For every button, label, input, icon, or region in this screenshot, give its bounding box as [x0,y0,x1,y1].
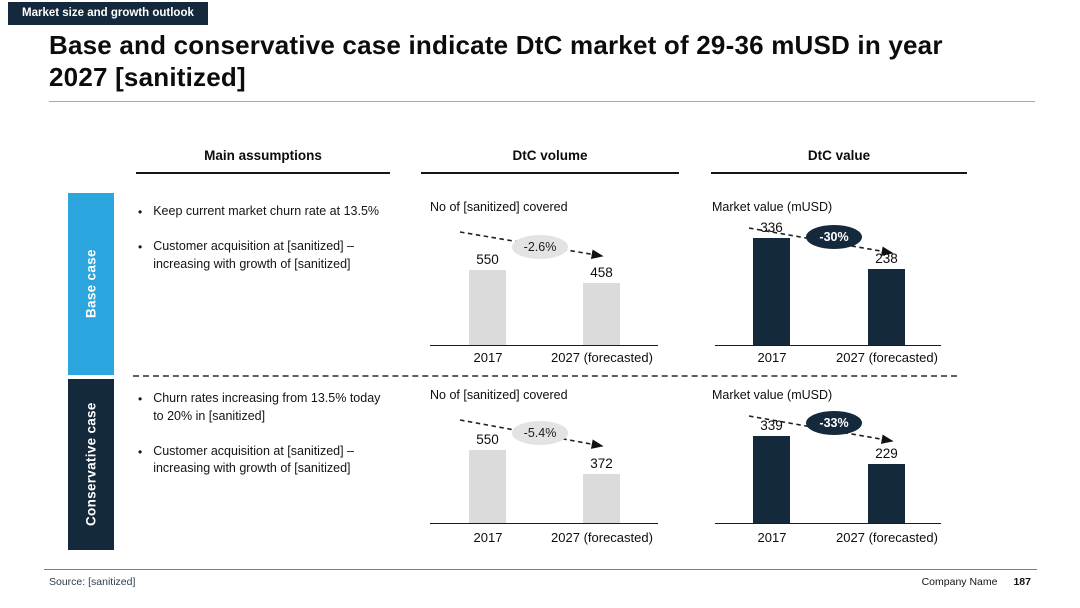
category-label: 2017 [473,530,503,545]
change-badge: -33% [806,411,862,435]
bullet-text: Customer acquisition at [sanitized] – in… [153,239,354,271]
bar-value-label: 238 [875,251,898,266]
bar-column: 372 [583,456,620,523]
title-divider [49,101,1035,102]
bullet-text: Customer acquisition at [sanitized] – in… [153,443,354,476]
bar-column: 336 [753,220,790,345]
bar-value-label: 550 [476,432,499,447]
bar-column: 458 [583,265,620,345]
bar-2017 [469,450,506,523]
footer-right: Company Name 187 [922,576,1031,588]
slide-title: Base and conservative case indicate DtC … [49,30,943,92]
column-header-dtc-volume: DtC volume [421,148,679,174]
bullet-item: • Customer acquisition at [sanitized] – … [138,238,433,274]
category-label: 2017 [757,530,787,545]
chart-subtitle: Market value (mUSD) [712,388,833,402]
bar-column: 550 [469,432,506,523]
bullet-text: Churn rates increasing from 13.5% today … [153,391,381,423]
change-badge: -30% [806,225,862,249]
bullet-marker: • [138,240,143,254]
bar-column: 229 [868,446,905,523]
bar-2017 [469,270,506,345]
chart-subtitle: Market value (mUSD) [712,200,833,214]
footer-company-name: Company Name [921,576,998,588]
column-header-dtc-value: DtC value [711,148,967,174]
bar-2027 [868,464,905,523]
assumptions-base-case: • Keep current market churn rate at 13.5… [138,203,433,291]
chart-subtitle: No of [sanitized] covered [430,200,568,214]
bullet-marker: • [138,444,143,459]
bar-2027 [583,474,620,523]
category-label: 2017 [757,350,787,365]
bullet-item: • Keep current market churn rate at 13.5… [138,203,433,221]
chart-subtitle: No of [sanitized] covered [430,388,568,402]
bullet-item: • Churn rates increasing from 13.5% toda… [138,390,433,426]
chart-conservative-dtc-volume: No of [sanitized] covered -5.4% 550 372 … [430,380,660,548]
x-axis-line [715,345,941,346]
category-label: 2027 (forecasted) [836,530,938,545]
bullet-item: • Customer acquisition at [sanitized] – … [138,443,433,479]
x-axis-line [430,523,658,524]
bar-value-label: 339 [760,418,783,433]
bar-column: 238 [868,251,905,345]
bar-value-label: 336 [760,220,783,235]
bar-2027 [583,283,620,345]
x-axis-line [430,345,658,346]
chart-base-dtc-value: Market value (mUSD) -30% 336 238 2017 20… [712,194,947,366]
footer-source: Source: [sanitized] [49,576,136,588]
bar-value-label: 229 [875,446,898,461]
bullet-marker: • [138,205,143,219]
category-label: 2027 (forecasted) [551,530,653,545]
row-divider-dashed [133,375,957,377]
chart-base-dtc-volume: No of [sanitized] covered -2.6% 550 458 … [430,194,660,366]
chart-conservative-dtc-value: Market value (mUSD) -33% 339 229 2017 20… [712,380,947,548]
bullet-marker: • [138,392,143,406]
bar-2027 [868,269,905,345]
category-label: 2017 [473,350,503,365]
kicker-tag: Market size and growth outlook [8,2,208,25]
bar-2017 [753,238,790,345]
bar-column: 550 [469,252,506,345]
category-label: 2027 (forecasted) [836,350,938,365]
x-axis-line [715,523,941,524]
change-badge: -5.4% [512,421,568,445]
bullet-text: Keep current market churn rate at 13.5% [153,204,380,218]
change-badge: -2.6% [512,235,568,259]
row-label-conservative-case: Conservative case [68,379,114,550]
row-label-base-case: Base case [68,193,114,375]
bar-value-label: 372 [590,456,613,471]
category-label: 2027 (forecasted) [551,350,653,365]
bar-column: 339 [753,418,790,523]
assumptions-conservative-case: • Churn rates increasing from 13.5% toda… [138,390,433,495]
bar-2017 [753,436,790,523]
column-header-assumptions: Main assumptions [136,148,390,174]
footer-divider [44,569,1037,570]
bar-value-label: 550 [476,252,499,267]
bar-value-label: 458 [590,265,613,280]
footer-page-number: 187 [1013,576,1031,588]
